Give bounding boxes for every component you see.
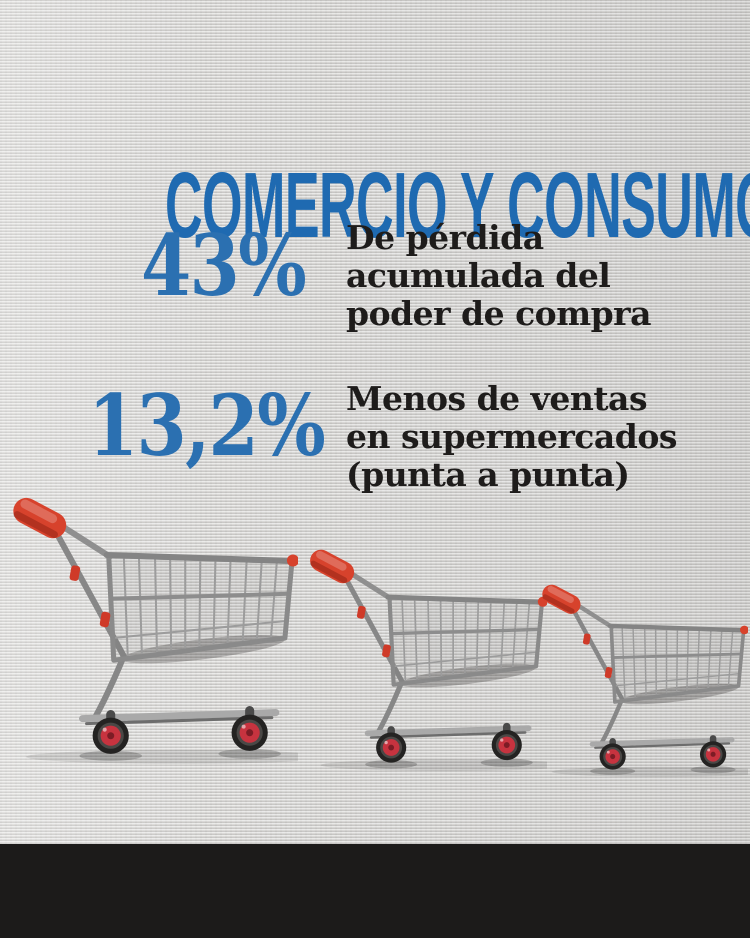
stat-description-line: De pérdida (346, 218, 544, 257)
shopping-cart-small-icon (537, 584, 748, 777)
page-title: COMERCIO Y CONSUMO (165, 153, 750, 258)
shopping-cart-large-icon (6, 497, 298, 764)
stat-description-line: Menos de ventas (346, 379, 648, 418)
shopping-cart-medium-icon (304, 549, 547, 771)
stat-description-line: en supermercados (346, 417, 677, 456)
stat-description-line: acumulada del (346, 256, 611, 295)
stat-value-supermarket-sales: 13,2% (88, 376, 326, 475)
stat-description-supermarket-sales: Menos de ventas en supermercados (punta … (346, 380, 677, 494)
stat-description-line: (punta a punta) (346, 455, 630, 494)
stat-value-purchasing-power: 43% (141, 216, 307, 315)
footer-bar (0, 844, 750, 938)
stat-description-purchasing-power: De pérdida acumulada del poder de compra (346, 219, 651, 333)
stat-description-line: poder de compra (346, 294, 651, 333)
